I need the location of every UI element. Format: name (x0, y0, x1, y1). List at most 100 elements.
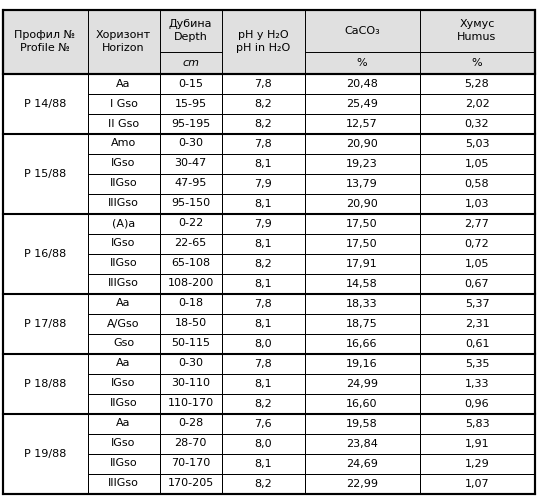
Text: 24,69: 24,69 (346, 459, 378, 468)
Bar (159, 293, 221, 313)
Text: 1,05: 1,05 (465, 158, 489, 169)
Text: 5,37: 5,37 (465, 298, 489, 308)
Text: 0-30: 0-30 (178, 359, 203, 369)
Text: 25,49: 25,49 (346, 99, 378, 109)
Text: (A)a: (A)a (112, 218, 135, 228)
Bar (221, 413, 304, 434)
Text: II Gso: II Gso (108, 119, 139, 128)
Text: 7,9: 7,9 (254, 179, 272, 189)
Bar (159, 194, 221, 213)
Bar (88, 194, 159, 213)
Bar (88, 374, 159, 393)
Bar (419, 254, 534, 274)
Text: %: % (471, 57, 482, 67)
Bar (88, 254, 159, 274)
Text: 65-108: 65-108 (171, 259, 210, 269)
Bar (304, 354, 419, 374)
Text: 15-95: 15-95 (175, 99, 207, 109)
Bar (159, 333, 221, 354)
Text: P 18/88: P 18/88 (24, 378, 66, 388)
Bar (88, 114, 159, 133)
Text: 0,67: 0,67 (465, 279, 489, 289)
Text: 7,8: 7,8 (254, 359, 272, 369)
Text: 17,50: 17,50 (346, 218, 378, 228)
Text: 0-15: 0-15 (178, 78, 203, 89)
Bar (88, 274, 159, 293)
Bar (159, 434, 221, 454)
Bar (419, 313, 534, 333)
Bar (304, 233, 419, 254)
Bar (221, 374, 304, 393)
Bar (419, 454, 534, 473)
Bar (304, 133, 419, 153)
Bar (221, 94, 304, 114)
Text: 2,02: 2,02 (465, 99, 489, 109)
Bar (159, 374, 221, 393)
Bar (159, 393, 221, 413)
Text: 8,2: 8,2 (254, 478, 272, 488)
Text: Amo: Amo (111, 138, 136, 148)
Bar (88, 194, 159, 213)
Text: P 14/88: P 14/88 (24, 99, 66, 109)
Text: IIIGso: IIIGso (108, 478, 139, 488)
Bar (419, 133, 534, 153)
Bar (304, 194, 419, 213)
Text: %: % (357, 57, 367, 67)
Text: 110-170: 110-170 (168, 398, 214, 408)
Text: I Gso: I Gso (110, 99, 137, 109)
Text: 0-22: 0-22 (178, 218, 203, 228)
Bar (159, 313, 221, 333)
Bar (88, 174, 159, 194)
Text: 30-110: 30-110 (171, 378, 210, 388)
Bar (221, 393, 304, 413)
Text: 8,1: 8,1 (254, 279, 272, 289)
Bar (159, 333, 221, 354)
Text: 18,33: 18,33 (346, 298, 378, 308)
Bar (419, 194, 534, 213)
Bar (3, 293, 88, 354)
Bar (419, 194, 534, 213)
Text: 95-150: 95-150 (171, 199, 210, 209)
Text: 1,91: 1,91 (465, 439, 489, 449)
Bar (3, 10, 534, 73)
Text: 2,77: 2,77 (465, 218, 489, 228)
Bar (304, 94, 419, 114)
Bar (159, 454, 221, 473)
Text: 47-95: 47-95 (175, 179, 207, 189)
Bar (304, 213, 419, 233)
Bar (159, 354, 221, 374)
Text: 8,0: 8,0 (254, 439, 272, 449)
Text: 0-28: 0-28 (178, 418, 203, 429)
Bar (159, 94, 221, 114)
Text: IIGso: IIGso (110, 398, 137, 408)
Bar (419, 213, 534, 233)
Bar (159, 454, 221, 473)
Text: 7,6: 7,6 (254, 418, 272, 429)
Bar (304, 254, 419, 274)
Text: 50-115: 50-115 (171, 339, 210, 349)
Bar (88, 434, 159, 454)
Bar (159, 153, 221, 174)
Bar (221, 114, 304, 133)
Bar (221, 313, 304, 333)
Bar (88, 393, 159, 413)
Bar (419, 333, 534, 354)
Bar (304, 473, 419, 493)
Bar (221, 434, 304, 454)
Text: 16,60: 16,60 (346, 398, 378, 408)
Bar (304, 454, 419, 473)
Bar (88, 473, 159, 493)
Bar (221, 174, 304, 194)
Text: 8,2: 8,2 (254, 398, 272, 408)
Text: 108-200: 108-200 (168, 279, 214, 289)
Text: Хоризонт
Horizon: Хоризонт Horizon (96, 30, 151, 53)
Bar (419, 473, 534, 493)
Text: 5,83: 5,83 (465, 418, 489, 429)
Bar (419, 413, 534, 434)
Text: 19,23: 19,23 (346, 158, 378, 169)
Text: 22-65: 22-65 (175, 238, 207, 248)
Bar (304, 393, 419, 413)
Bar (419, 293, 534, 313)
Text: 70-170: 70-170 (171, 459, 210, 468)
Text: 18,75: 18,75 (346, 318, 378, 328)
